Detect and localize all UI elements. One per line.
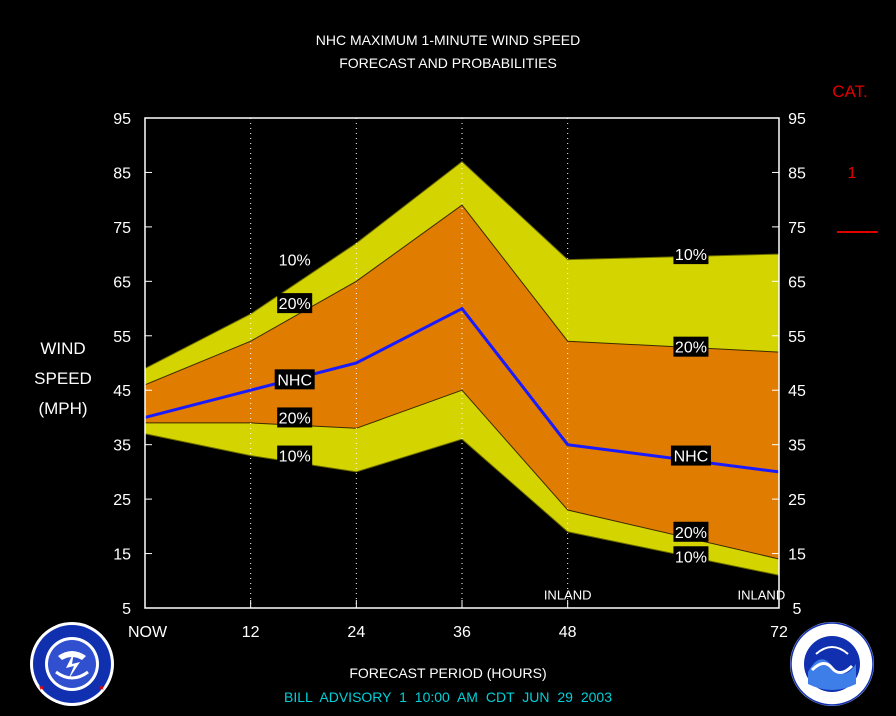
y-tick-label-right: 45 — [788, 383, 806, 400]
y-tick-label-right: 85 — [788, 165, 806, 182]
band-label-box — [274, 369, 315, 390]
x-tick-label: NOW — [128, 624, 168, 641]
band-label: 20% — [279, 296, 311, 313]
x-tick-label: 48 — [559, 624, 577, 641]
band-label: 10% — [279, 449, 311, 466]
band-label: 10% — [279, 253, 311, 270]
y-tick-label-left: 55 — [113, 329, 131, 346]
y-tick-label-left: 5 — [122, 601, 131, 618]
y-tick-label-left: 15 — [113, 547, 131, 564]
band-label-box — [673, 546, 709, 567]
nws-logo-icon: ★ ★ — [30, 622, 114, 706]
y-tick-label-left: 75 — [113, 220, 131, 237]
y-tick-label-left: 45 — [113, 383, 131, 400]
y-tick-label-right: 35 — [788, 438, 806, 455]
inner-probability-band — [145, 205, 779, 559]
y-tick-label-right: 25 — [788, 492, 806, 509]
band-label: 10% — [675, 247, 707, 264]
y-tick-label-right: 15 — [788, 547, 806, 564]
x-tick-label: 24 — [347, 624, 365, 641]
x-axis-label: FORECAST PERIOD (HOURS) — [349, 665, 547, 681]
chart-title-line2: FORECAST AND PROBABILITIES — [339, 55, 557, 71]
category-value: 1 — [847, 165, 857, 182]
category-threshold-marker — [837, 231, 878, 233]
y-tick-label-left: 65 — [113, 274, 131, 291]
band-label: NHC — [674, 449, 709, 466]
y-tick-label-left: 95 — [113, 111, 131, 128]
series-line-upper-inner — [144, 204, 780, 386]
y-tick-label-left: 35 — [113, 438, 131, 455]
x-tick-label: 36 — [453, 624, 471, 641]
y-tick-label-right: 65 — [788, 274, 806, 291]
inland-annotation: INLAND — [544, 587, 592, 602]
band-label-box — [277, 293, 313, 314]
inland-annotation: INLAND — [738, 587, 786, 602]
band-label: 20% — [279, 410, 311, 427]
svg-text:★: ★ — [38, 683, 45, 692]
band-label-box — [673, 336, 709, 357]
y-axis-label-speed: SPEED — [34, 369, 92, 388]
band-label: 20% — [675, 340, 707, 357]
noaa-logo-icon — [790, 622, 874, 706]
y-tick-label-left: 85 — [113, 165, 131, 182]
svg-text:★: ★ — [98, 683, 105, 692]
series-line-upper-outer — [144, 160, 780, 369]
band-label: NHC — [277, 372, 312, 389]
nhc-forecast-line — [144, 306, 780, 474]
y-tick-label-right: 55 — [788, 329, 806, 346]
y-tick-label-right: 95 — [788, 111, 806, 128]
advisory-line: BILL ADVISORY 1 10:00 AM CDT JUN 29 2003 — [284, 689, 612, 705]
y-tick-label-right: 75 — [788, 220, 806, 237]
band-label-box — [277, 249, 313, 270]
y-axis-label-wind: WIND — [40, 339, 86, 358]
band-label: 20% — [675, 525, 707, 542]
series-line-lower-outer — [144, 433, 780, 576]
y-axis-label-unit: (MPH) — [38, 399, 88, 418]
chart-title-line1: NHC MAXIMUM 1-MINUTE WIND SPEED — [315, 32, 581, 48]
y-tick-label-left: 25 — [113, 492, 131, 509]
band-label-box — [277, 445, 313, 466]
category-title: CAT. — [832, 82, 868, 101]
band-label-box — [673, 521, 709, 542]
y-tick-label-right: 5 — [793, 601, 802, 618]
x-tick-label: 72 — [770, 624, 788, 641]
x-tick-label: 12 — [242, 624, 260, 641]
band-label: 10% — [675, 549, 707, 566]
band-label-box — [673, 244, 709, 265]
band-label-box — [277, 407, 313, 428]
series-line-lower-inner — [145, 389, 780, 560]
band-label-box — [670, 445, 711, 466]
